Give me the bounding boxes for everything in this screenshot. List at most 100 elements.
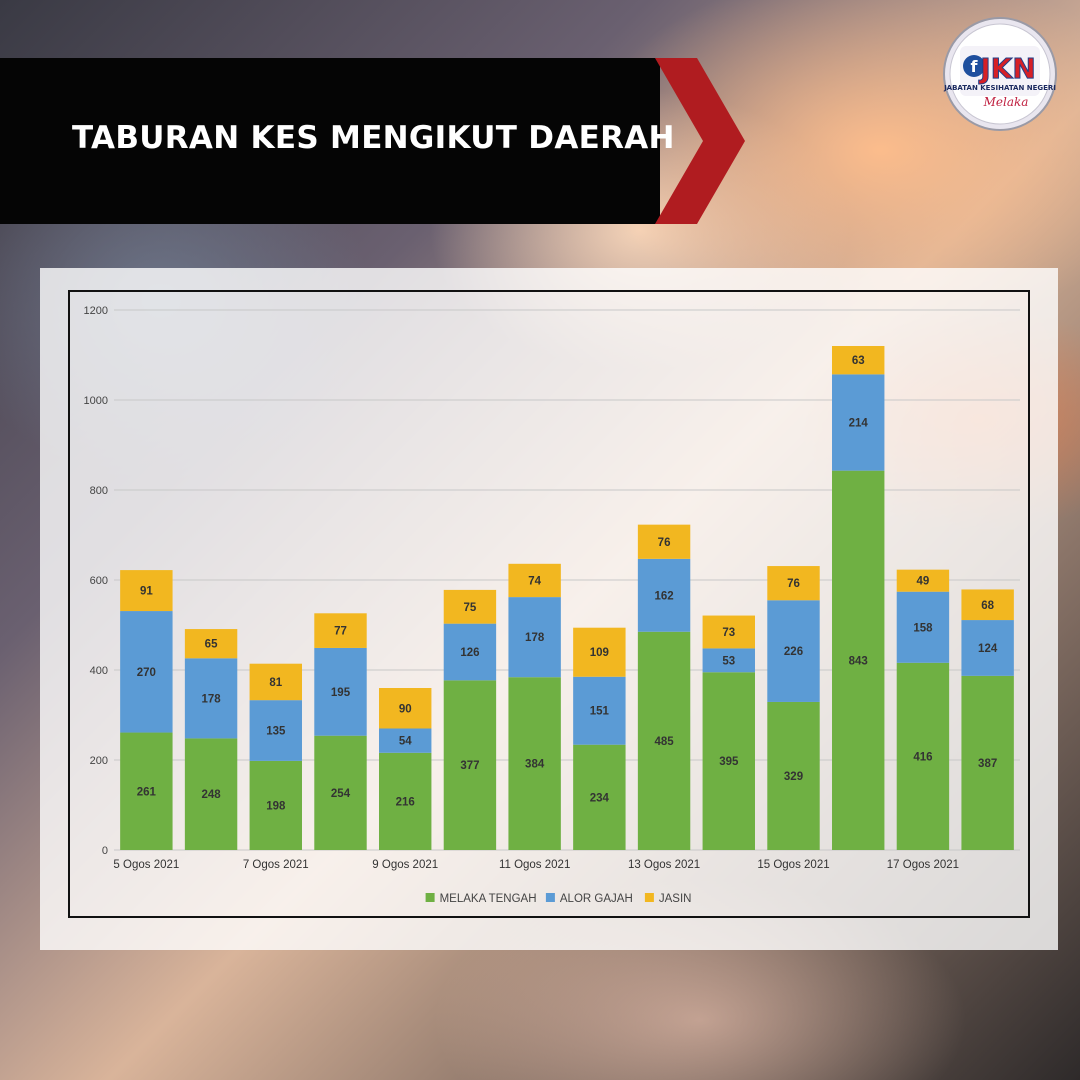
bar-jasin: [896, 569, 950, 592]
chart-frame: 0 200 400 600 800 1000 1200 261 270 91 5 Ogos 2021…: [68, 290, 1030, 918]
bar-melaka-tengah: [896, 662, 950, 850]
bar-jasin: [637, 524, 691, 559]
data-label: 90: [399, 703, 412, 715]
y-tick-label: 800: [90, 485, 108, 497]
bar-melaka-tengah: [314, 735, 367, 850]
svg-text:f: f: [971, 57, 979, 76]
bar-melaka-tengah: [379, 752, 432, 850]
y-tick-label: 200: [90, 755, 108, 767]
data-label: 216: [396, 796, 415, 808]
data-label: 53: [722, 655, 735, 667]
data-label: 135: [266, 726, 286, 738]
svg-text:JABATAN KESIHATAN NEGERI: JABATAN KESIHATAN NEGERI: [943, 84, 1056, 92]
svg-text:Melaka: Melaka: [983, 95, 1029, 109]
data-label: 387: [978, 758, 997, 770]
y-tick-label: 400: [90, 665, 108, 677]
data-label: 485: [654, 736, 674, 748]
bar-alor-gajah: [573, 676, 626, 745]
data-label: 195: [331, 687, 351, 699]
bar-jasin: [443, 589, 497, 624]
bar-melaka-tengah: [832, 470, 885, 850]
data-label: 377: [460, 760, 479, 772]
bar-jasin: [767, 566, 820, 601]
bar-alor-gajah: [120, 611, 173, 733]
legend-label: MELAKA TENGAH: [440, 893, 537, 905]
bar-alor-gajah: [702, 648, 755, 673]
x-tick-label: 13 Ogos 2021: [628, 859, 700, 871]
bar-melaka-tengah: [573, 744, 626, 850]
y-tick-label: 1000: [84, 395, 108, 407]
data-label: 329: [784, 771, 803, 783]
data-label: 126: [460, 647, 479, 659]
data-label: 91: [140, 586, 153, 598]
bar-melaka-tengah: [443, 680, 497, 850]
data-label: 158: [913, 622, 933, 634]
data-label: 261: [137, 786, 157, 798]
y-tick-label: 0: [102, 845, 108, 857]
data-label: 198: [266, 800, 286, 812]
bar-jasin: [120, 570, 173, 612]
bar-alor-gajah: [767, 600, 820, 702]
bar-melaka-tengah: [249, 760, 302, 850]
data-label: 226: [784, 646, 803, 658]
x-tick-label: 11 Ogos 2021: [499, 859, 570, 871]
bar-jasin: [573, 627, 626, 677]
data-label: 73: [722, 627, 735, 639]
data-label: 254: [331, 788, 351, 800]
legend-label: ALOR GAJAH: [560, 893, 633, 905]
data-label: 384: [525, 759, 545, 771]
stacked-bar-chart: 0 200 400 600 800 1000 1200 261 270 91 5 Ogos 2021…: [84, 305, 1020, 905]
bar-melaka-tengah: [120, 732, 173, 850]
data-label: 81: [269, 677, 282, 689]
data-label: 248: [201, 789, 221, 801]
data-label: 49: [917, 576, 930, 588]
bar-alor-gajah: [443, 623, 497, 681]
data-label: 76: [787, 578, 800, 590]
x-tick-label: 9 Ogos 2021: [372, 859, 438, 871]
data-label: 77: [334, 626, 347, 638]
bar-jasin: [184, 629, 238, 659]
bar-alor-gajah: [896, 591, 950, 663]
bar-jasin: [702, 615, 755, 649]
bar-jasin: [314, 613, 367, 648]
facebook-icon: [963, 55, 985, 77]
x-tick-label: 17 Ogos 2021: [887, 859, 959, 871]
data-label: 63: [852, 355, 865, 367]
bar-alor-gajah: [832, 374, 885, 471]
data-label: 76: [658, 537, 671, 549]
bar-jasin: [832, 346, 885, 375]
bar-jasin: [379, 688, 432, 729]
data-label: 843: [849, 655, 868, 667]
legend-swatch: [545, 893, 555, 902]
bar-alor-gajah: [184, 658, 238, 739]
x-tick-label: 5 Ogos 2021: [113, 859, 179, 871]
page-title: TABURAN KES MENGIKUT DAERAH: [72, 120, 675, 156]
data-label: 416: [913, 751, 932, 763]
bar-alor-gajah: [249, 700, 302, 761]
svg-text:JKN: JKN: [978, 52, 1036, 85]
bar-jasin: [961, 589, 1014, 621]
data-label: 65: [205, 639, 218, 651]
data-label: 270: [137, 667, 156, 679]
bar-melaka-tengah: [767, 701, 820, 850]
bar-alor-gajah: [508, 597, 561, 678]
legend-swatch: [644, 893, 654, 902]
bar-melaka-tengah: [961, 675, 1014, 850]
data-label: 151: [590, 706, 610, 718]
legend-swatch: [425, 893, 435, 902]
bar-melaka-tengah: [637, 631, 691, 850]
y-tick-label: 1200: [84, 305, 108, 317]
bar-melaka-tengah: [508, 677, 561, 850]
data-label: 75: [464, 602, 477, 614]
bar-alor-gajah: [379, 728, 432, 753]
bar-alor-gajah: [314, 647, 367, 736]
data-label: 54: [399, 736, 412, 748]
data-label: 234: [590, 792, 610, 804]
bar-alor-gajah: [961, 620, 1014, 676]
data-label: 109: [590, 647, 609, 659]
data-label: 74: [528, 575, 541, 587]
data-label: 395: [719, 756, 739, 768]
jkn-logo: f JKN JABATAN KESIHATAN NEGERI Melaka: [943, 17, 1057, 131]
legend-label: JASIN: [659, 893, 692, 905]
x-tick-label: 15 Ogos 2021: [757, 859, 829, 871]
